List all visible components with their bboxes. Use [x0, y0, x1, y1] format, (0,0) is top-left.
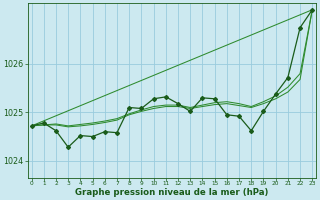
X-axis label: Graphe pression niveau de la mer (hPa): Graphe pression niveau de la mer (hPa)	[75, 188, 268, 197]
